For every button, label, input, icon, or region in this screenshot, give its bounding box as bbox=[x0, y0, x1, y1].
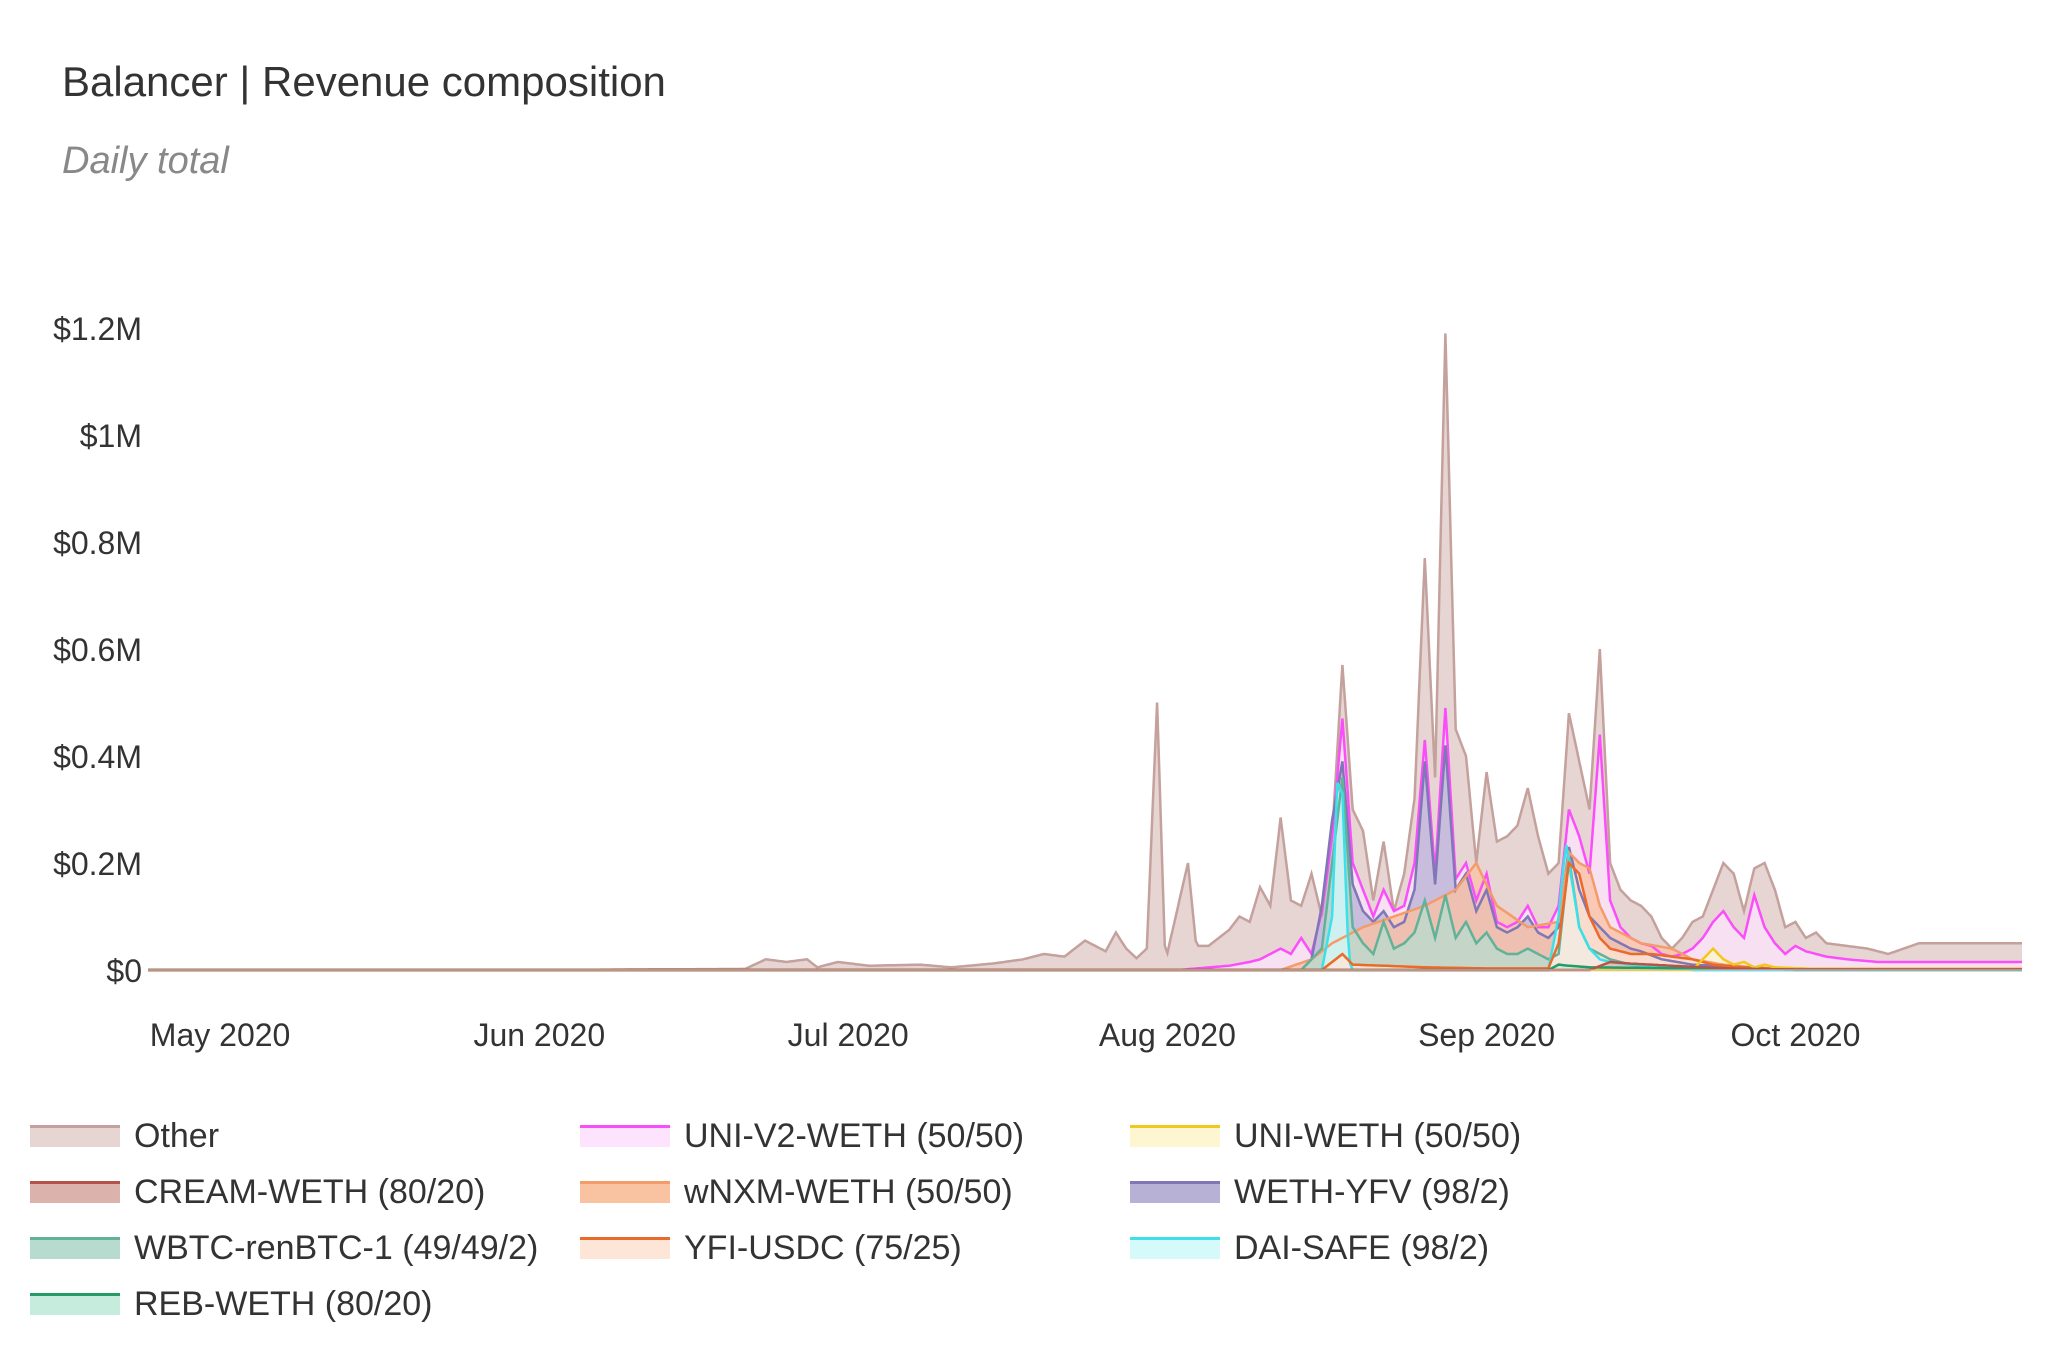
x-axis: May 2020 Jun 2020 Jul 2020 Aug 2020 Sep 2020… bbox=[150, 1017, 1861, 1053]
legend-item[interactable]: REB-WETH (80/20) bbox=[30, 1276, 433, 1332]
revenue-area-chart: $0 $0.2M $0.4M $0.6M $0.8M $1M $1.2M May 2020 J… bbox=[53, 311, 2022, 1053]
legend-label: UNI-V2-WETH (50/50) bbox=[684, 1116, 1025, 1155]
legend-swatch bbox=[30, 1237, 120, 1259]
area-other bbox=[148, 333, 2022, 970]
legend-item[interactable]: wNXM-WETH (50/50) bbox=[580, 1164, 1013, 1220]
legend-swatch bbox=[580, 1125, 670, 1147]
legend-label: CREAM-WETH (80/20) bbox=[134, 1172, 486, 1211]
x-tick-label: May 2020 bbox=[150, 1017, 291, 1053]
legend-swatch bbox=[1130, 1125, 1220, 1147]
legend-swatch bbox=[580, 1181, 670, 1203]
series-lines bbox=[148, 333, 2022, 972]
x-tick-label: Oct 2020 bbox=[1731, 1017, 1861, 1053]
y-axis: $0 $0.2M $0.4M $0.6M $0.8M $1M $1.2M bbox=[53, 311, 142, 989]
legend-item[interactable]: WBTC-renBTC-1 (49/49/2) bbox=[30, 1220, 538, 1276]
series-areas bbox=[148, 333, 2022, 970]
y-tick-label: $0 bbox=[106, 953, 142, 989]
y-tick-label: $1M bbox=[80, 418, 142, 454]
x-tick-label: Aug 2020 bbox=[1099, 1017, 1236, 1053]
legend-item[interactable]: YFI-USDC (75/25) bbox=[580, 1220, 962, 1276]
legend-label: DAI-SAFE (98/2) bbox=[1234, 1228, 1490, 1267]
legend-swatch bbox=[1130, 1181, 1220, 1203]
legend-swatch bbox=[30, 1181, 120, 1203]
y-tick-label: $0.2M bbox=[53, 846, 142, 882]
chart-title: Balancer | Revenue composition bbox=[62, 58, 666, 105]
legend-item[interactable]: WETH-YFV (98/2) bbox=[1130, 1164, 1510, 1220]
y-tick-label: $0.6M bbox=[53, 632, 142, 668]
legend-item[interactable]: CREAM-WETH (80/20) bbox=[30, 1164, 485, 1220]
legend-item[interactable]: UNI-WETH (50/50) bbox=[1130, 1108, 1521, 1164]
y-tick-label: $0.8M bbox=[53, 525, 142, 561]
x-tick-label: Sep 2020 bbox=[1418, 1017, 1555, 1053]
legend-item[interactable]: DAI-SAFE (98/2) bbox=[1130, 1220, 1489, 1276]
legend-label: YFI-USDC (75/25) bbox=[684, 1228, 962, 1267]
y-tick-label: $0.4M bbox=[53, 739, 142, 775]
y-tick-label: $1.2M bbox=[53, 311, 142, 347]
x-tick-label: Jul 2020 bbox=[788, 1017, 909, 1053]
line-other bbox=[148, 333, 2022, 972]
legend-label: REB-WETH (80/20) bbox=[134, 1284, 433, 1323]
x-tick-label: Jun 2020 bbox=[473, 1017, 605, 1053]
chart-subtitle: Daily total bbox=[62, 140, 229, 182]
legend-swatch bbox=[30, 1293, 120, 1315]
legend-swatch bbox=[1130, 1237, 1220, 1259]
legend-label: WETH-YFV (98/2) bbox=[1234, 1172, 1510, 1211]
legend-item[interactable]: Other bbox=[30, 1108, 219, 1164]
legend-item[interactable]: UNI-V2-WETH (50/50) bbox=[580, 1108, 1024, 1164]
legend-label: wNXM-WETH (50/50) bbox=[684, 1172, 1013, 1211]
legend-label: WBTC-renBTC-1 (49/49/2) bbox=[134, 1228, 539, 1267]
legend-swatch bbox=[580, 1237, 670, 1259]
legend-swatch bbox=[30, 1125, 120, 1147]
legend-label: UNI-WETH (50/50) bbox=[1234, 1116, 1522, 1155]
legend-label: Other bbox=[134, 1116, 220, 1155]
